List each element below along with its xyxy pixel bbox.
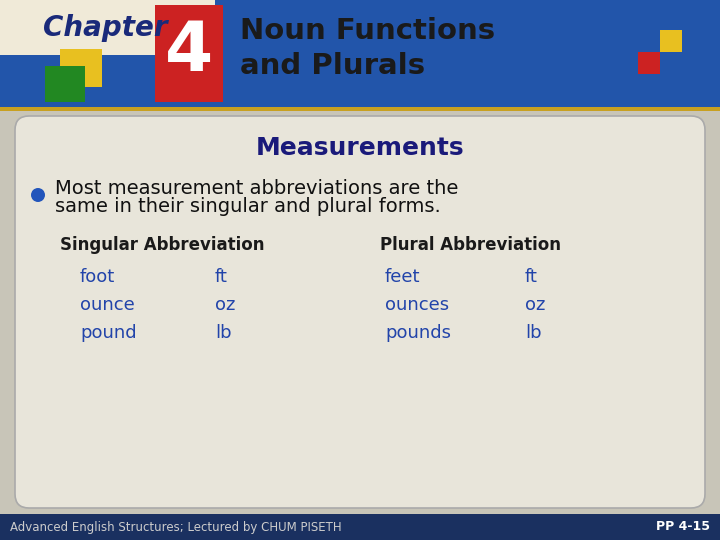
Text: Chapter: Chapter	[42, 14, 167, 42]
Text: ft: ft	[215, 268, 228, 286]
Circle shape	[31, 188, 45, 202]
Text: Advanced English Structures; Lectured by CHUM PISETH: Advanced English Structures; Lectured by…	[10, 521, 341, 534]
Text: ft: ft	[525, 268, 538, 286]
Text: foot: foot	[80, 268, 115, 286]
Text: pounds: pounds	[385, 324, 451, 342]
Bar	[638, 52, 660, 74]
Text: feet: feet	[385, 268, 420, 286]
Text: Singular Abbreviation: Singular Abbreviation	[60, 236, 264, 254]
Text: oz: oz	[215, 296, 235, 314]
Text: ounces: ounces	[385, 296, 449, 314]
Text: ounce: ounce	[80, 296, 135, 314]
Text: same in their singular and plural forms.: same in their singular and plural forms.	[55, 198, 441, 217]
Text: lb: lb	[525, 324, 541, 342]
Bar	[45, 66, 85, 102]
Bar	[0, 0, 215, 55]
Text: Most measurement abbreviations are the: Most measurement abbreviations are the	[55, 179, 459, 199]
Text: oz: oz	[525, 296, 545, 314]
Text: Noun Functions
and Plurals: Noun Functions and Plurals	[240, 17, 495, 80]
Text: Measurements: Measurements	[256, 136, 464, 160]
Text: pound: pound	[80, 324, 137, 342]
Text: Plural Abbreviation: Plural Abbreviation	[380, 236, 561, 254]
FancyBboxPatch shape	[15, 116, 705, 508]
Bar	[60, 49, 102, 87]
Bar	[0, 0, 720, 107]
Bar	[0, 107, 720, 111]
Bar	[660, 30, 682, 52]
Bar	[0, 514, 720, 540]
Bar	[616, 74, 638, 96]
Text: lb: lb	[215, 324, 232, 342]
Text: PP 4-15: PP 4-15	[656, 521, 710, 534]
Text: 4: 4	[165, 18, 213, 85]
Bar	[155, 5, 223, 102]
